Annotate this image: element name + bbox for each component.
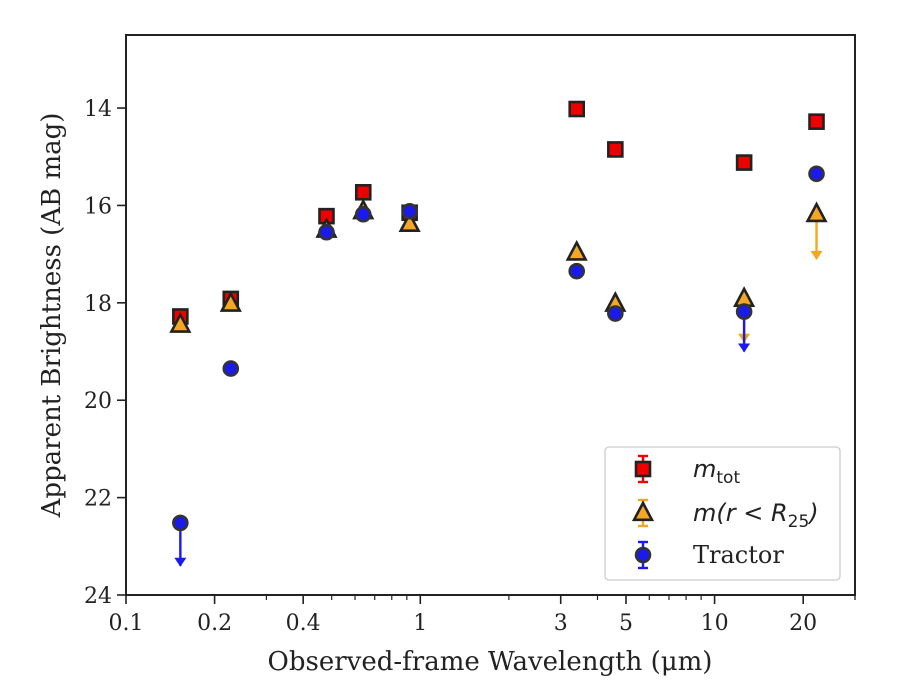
data-point-m-r25 [733,286,756,308]
y-axis-title: Apparent Brightness (AB mag) [37,113,67,519]
series-m-r25 [169,198,828,343]
legend-label-subscript: 25 [788,512,810,532]
data-point-m-r25 [805,201,828,223]
data-point-tractor [222,360,240,377]
legend-label-m-tot: mtot [693,455,740,488]
data-point-tractor [354,205,372,223]
legend-label-m-r25: m(r < R25) [693,499,819,532]
data-point-tractor [318,223,335,241]
data-point-tractor [607,305,624,322]
x-axis-title: Observed-frame Wavelength (μm) [268,647,713,677]
legend-box [604,446,841,581]
x-tick-label: 0.4 [286,611,321,636]
y-tick-label: 20 [84,389,112,414]
series-tractor [172,165,825,567]
data-point-m-r25 [398,211,421,233]
data-point-m-r25 [169,311,192,333]
y-tick-label: 18 [84,292,112,317]
legend-label-subscript: tot [716,468,740,488]
legend-marker-tractor [634,546,652,564]
x-tick-label: 0.2 [197,611,232,636]
series-m-tot [172,100,825,325]
legend-marker-m-r25 [631,500,655,522]
legend-marker-m-tot [634,460,652,478]
y-tick-label: 22 [84,487,112,512]
upper-limit-arrow-head [174,557,187,567]
legend-label-main: Tractor [693,541,784,569]
data-point-tractor [568,262,586,280]
upper-limit-arrow-head [738,343,751,353]
y-tick-label: 14 [84,97,112,122]
y-tick-label: 24 [84,584,112,609]
x-axis: 0.1 0.2 0.4 1 3 5 10 20 [109,595,856,636]
x-tick-label: 3 [554,611,568,636]
data-point-m-tot [354,183,372,201]
legend-label-main: m(r < R [693,499,788,527]
data-point-m-tot [607,141,624,158]
x-tick-label: 10 [701,611,729,636]
data-point-tractor [401,202,418,220]
plot-area-frame [125,34,856,596]
upper-limit-arrow-head [810,251,823,260]
data-points-layer [169,100,828,567]
data-point-m-tot [568,100,586,118]
y-tick-label: 16 [84,194,112,219]
legend-label-suffix: ) [807,499,818,527]
x-tick-label: 0.1 [109,611,144,636]
data-point-m-tot [808,113,825,130]
x-tick-label: 1 [413,611,427,636]
data-point-tractor [808,165,825,183]
data-point-m-r25 [219,291,242,312]
data-point-tractor [735,303,753,320]
legend: mtot m(r < R25) Tractor [604,446,841,581]
legend-label-tractor: Tractor [693,541,784,569]
x-tick-label: 5 [619,611,633,636]
data-point-m-tot [735,154,753,171]
data-point-tractor [172,514,189,532]
legend-label-main: m [693,455,716,483]
y-axis: 14 16 18 20 22 24 [84,97,126,609]
data-point-m-r25 [565,239,588,261]
x-tick-label: 20 [789,611,817,636]
